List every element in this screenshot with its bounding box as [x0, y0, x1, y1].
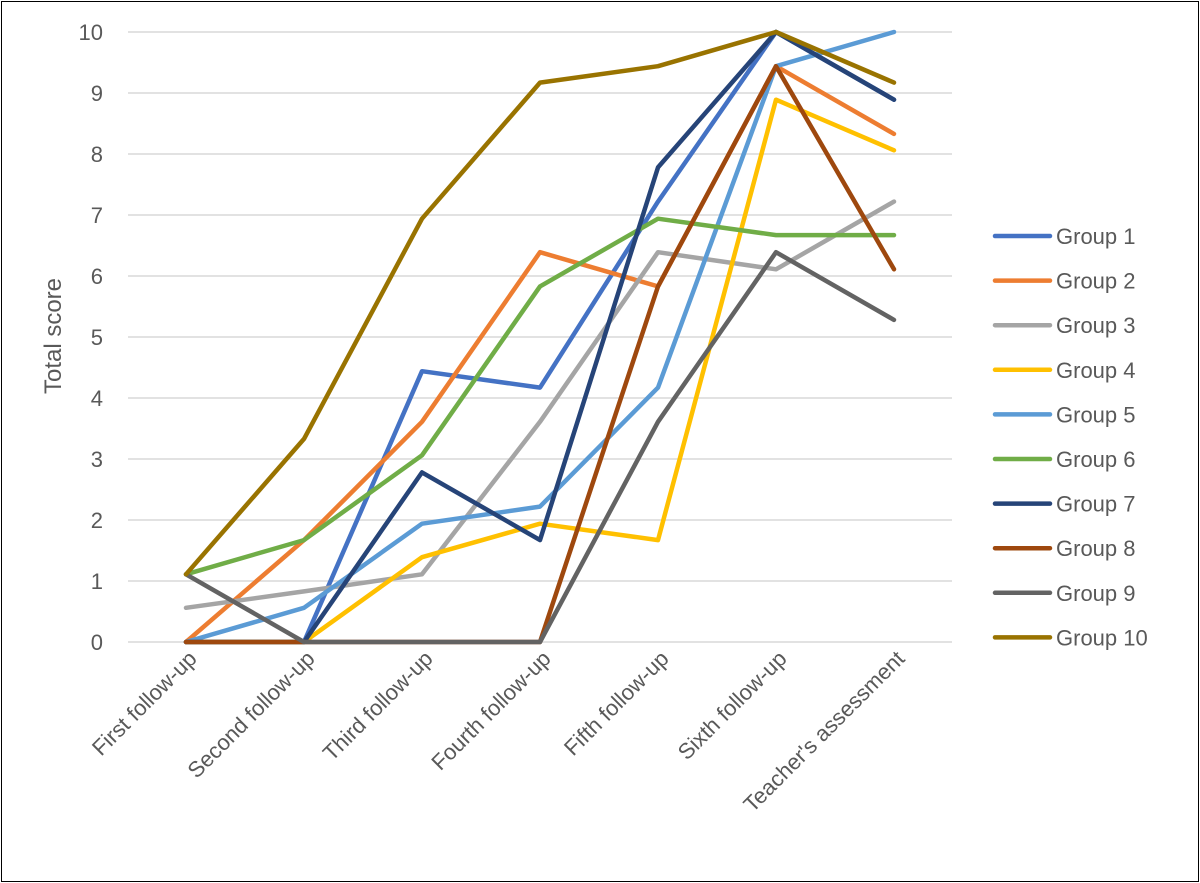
series-line-group-9 [183, 249, 897, 645]
y-axis-ticks: 0 1 2 3 4 5 6 7 8 9 10 [79, 20, 103, 655]
series-line-group-10 [183, 29, 897, 577]
y-tick-label: 2 [91, 508, 103, 533]
y-tick-label: 7 [91, 203, 103, 228]
y-tick-label: 8 [91, 142, 103, 167]
legend-label: Group 1 [1056, 224, 1136, 249]
legend-item: Group 8 [992, 536, 1136, 561]
series-line-group-8 [183, 63, 897, 645]
legend-item: Group 6 [992, 447, 1136, 472]
legend-item: Group 10 [992, 625, 1148, 650]
legend: Group 1 Group 2 Group 3 Group 4 Group 5 Group… [992, 224, 1148, 650]
series-line-group-2 [183, 63, 897, 645]
legend-label: Group 7 [1056, 492, 1136, 517]
x-tick-label: Sixth follow-up [673, 646, 792, 765]
y-tick-label: 3 [91, 447, 103, 472]
legend-item: Group 7 [992, 492, 1136, 517]
x-tick-label: First follow-up [87, 646, 201, 760]
legend-item: Group 2 [992, 269, 1136, 294]
x-tick-label: Second follow-up [183, 646, 320, 783]
legend-label: Group 6 [1056, 447, 1136, 472]
y-tick-label: 5 [91, 325, 103, 350]
legend-label: Group 9 [1056, 581, 1136, 606]
legend-item: Group 1 [992, 224, 1136, 249]
x-tick-label: Third follow-up [318, 646, 438, 766]
y-tick-label: 10 [79, 20, 103, 45]
legend-label: Group 10 [1056, 625, 1148, 650]
y-tick-label: 1 [91, 569, 103, 594]
y-axis-title: Total score [40, 278, 67, 394]
legend-label: Group 3 [1056, 313, 1136, 338]
series-line-group-4 [183, 97, 897, 645]
legend-item: Group 9 [992, 581, 1136, 606]
y-tick-label: 0 [91, 630, 103, 655]
legend-label: Group 4 [1056, 358, 1136, 383]
y-tick-label: 9 [91, 81, 103, 106]
legend-item: Group 4 [992, 358, 1136, 383]
legend-label: Group 8 [1056, 536, 1136, 561]
y-tick-label: 4 [91, 386, 103, 411]
legend-label: Group 5 [1056, 402, 1136, 427]
series-lines [183, 29, 897, 645]
series-line-group-3 [183, 199, 897, 611]
series-line-group-6 [183, 216, 897, 577]
x-tick-label: Fourth follow-up [426, 646, 555, 775]
x-tick-label: Fifth follow-up [559, 646, 674, 761]
y-tick-label: 6 [91, 264, 103, 289]
legend-item: Group 5 [992, 402, 1136, 427]
legend-label: Group 2 [1056, 269, 1136, 294]
legend-item: Group 3 [992, 313, 1136, 338]
